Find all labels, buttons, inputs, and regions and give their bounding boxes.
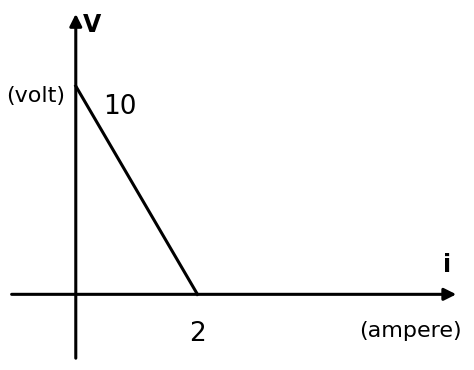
Text: i: i [443, 253, 451, 277]
Text: 10: 10 [103, 94, 137, 120]
Text: 2: 2 [189, 322, 206, 347]
Text: V: V [83, 13, 101, 37]
Text: (ampere): (ampere) [359, 322, 462, 342]
Text: (volt): (volt) [6, 87, 65, 107]
